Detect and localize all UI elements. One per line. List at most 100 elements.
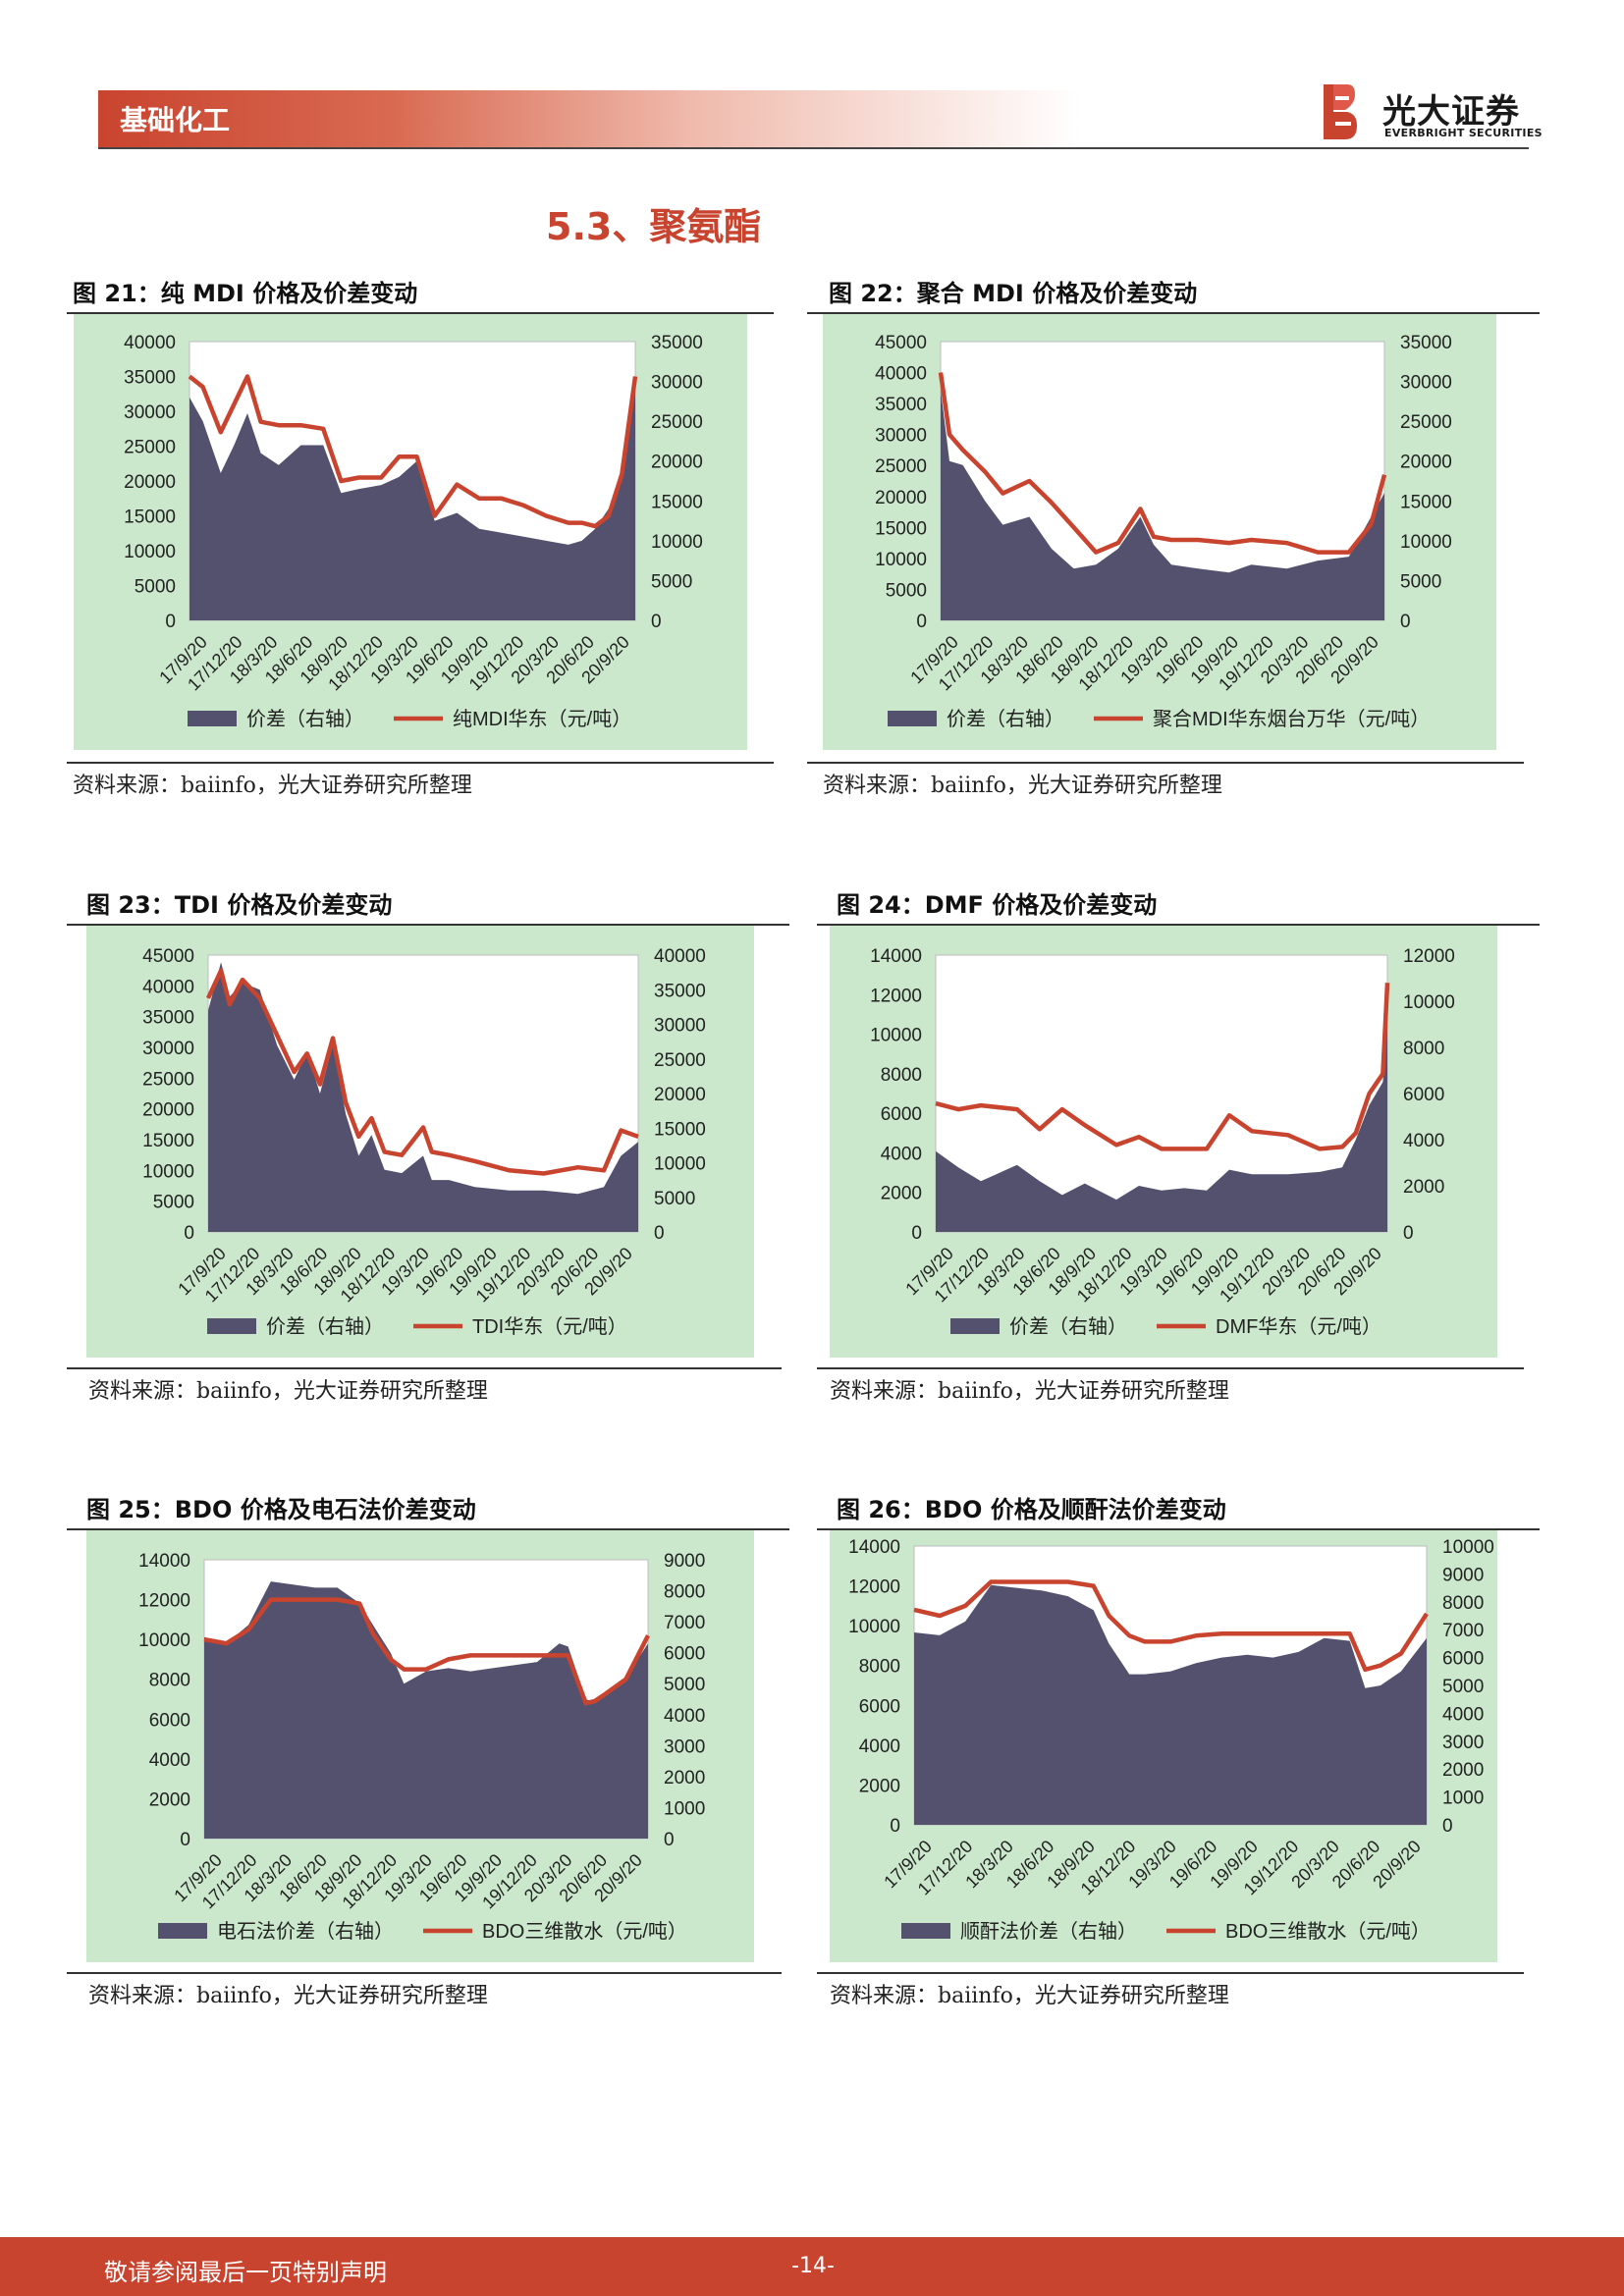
fig24-title: 图 24：DMF 价格及价差变动 [837,891,1158,919]
right-axis-tick: 5000 [1442,1677,1484,1697]
left-axis-tick: 0 [184,1223,194,1244]
fig24-source: 资料来源：baiinfo，光大证券研究所整理 [830,1379,1229,1404]
right-axis-tick: 20000 [654,1085,706,1105]
fig22-bottom-rule [807,762,1524,764]
right-axis-tick: 0 [651,612,662,632]
left-axis-tick: 30000 [142,1039,194,1059]
right-axis-tick: 15000 [654,1119,706,1140]
fig24-bottom-rule [817,1367,1524,1369]
left-axis-tick: 30000 [124,402,176,423]
legend-area-swatch [888,711,937,726]
right-axis-tick: 3000 [1442,1733,1484,1753]
right-axis-tick: 5000 [664,1675,705,1695]
right-axis-tick: 8000 [1403,1039,1444,1059]
right-axis-tick: 25000 [654,1050,706,1071]
footer-band [0,2237,1624,2296]
right-axis-tick: 10000 [1400,532,1452,553]
right-axis-tick: 15000 [1400,492,1452,512]
legend-area-swatch [901,1923,950,1939]
fig24-chart: 0 2000 4000 6000 8000 10000 12000 14000 0 2000 400… [870,946,1455,1338]
left-axis-tick: 25000 [142,1069,194,1090]
left-axis-tick: 45000 [142,946,194,967]
left-axis-tick: 8000 [859,1657,900,1678]
right-axis-tick: 20000 [1400,453,1452,473]
legend-area-label: 价差（右轴） [246,708,364,730]
left-axis-tick: 15000 [875,518,927,539]
left-axis-tick: 10000 [870,1026,922,1046]
legend: 价差（右轴） TDI华东（元/吨） [207,1315,627,1338]
right-axis-tick: 9000 [664,1551,705,1572]
left-axis-tick: 5000 [153,1193,194,1213]
left-axis-tick: 4000 [859,1736,900,1757]
left-axis-tick: 12000 [848,1577,900,1598]
price-line [913,1579,1429,1673]
left-axis-tick: 15000 [142,1131,194,1151]
fig22-chart: 0 5000 10000 15000 20000 25000 30000 35000 40000… [875,333,1452,730]
right-axis-tick: 6000 [664,1644,705,1665]
legend-area-label: 电石法价差（右轴） [217,1920,394,1943]
legend-area-swatch [207,1318,256,1334]
right-axis-tick: 35000 [1400,333,1452,353]
fig25-chart: 0 2000 4000 6000 8000 10000 12000 14000 0 1000 200… [138,1551,705,1943]
right-axis-tick: 0 [1403,1223,1414,1244]
left-axis-tick: 10000 [875,550,927,570]
fig26-chart: 0 2000 4000 6000 8000 10000 12000 14000 0 1000 200… [848,1537,1494,1943]
fig23-title: 图 23：TDI 价格及价差变动 [86,891,393,919]
left-axis-tick: 10000 [142,1161,194,1182]
fig25-top-rule [67,1528,789,1530]
legend-line-label: 纯MDI华东（元/吨） [453,708,631,730]
right-axis-tick: 2000 [664,1768,705,1789]
spread-area [941,389,1384,620]
fig23-panel: 0 5000 10000 15000 20000 25000 30000 35000 40000… [86,926,754,1358]
page-number: -14- [791,2254,835,2278]
left-axis-tick: 15000 [124,507,176,528]
right-axis-tick: 5000 [654,1189,695,1209]
legend-area-label: 价差（右轴） [1009,1315,1127,1338]
right-axis-tick: 3000 [664,1736,705,1757]
fig22-title: 图 22：聚合 MDI 价格及价差变动 [829,280,1198,307]
fig21-top-rule [67,312,774,314]
right-axis-tick: 2000 [1442,1760,1484,1781]
right-axis-tick: 2000 [1403,1177,1444,1198]
fig26-top-rule [817,1528,1540,1530]
left-axis-tick: 20000 [142,1100,194,1121]
fig24-top-rule [817,924,1540,926]
right-axis-tick: 10000 [1442,1537,1494,1558]
left-axis-tick: 20000 [124,472,176,493]
legend: 价差（右轴） 纯MDI华东（元/吨） [188,708,631,730]
right-axis-tick: 0 [654,1223,665,1244]
right-axis-tick: 40000 [654,946,706,967]
left-axis-tick: 0 [911,1223,922,1244]
left-axis-tick: 0 [890,1816,900,1837]
legend-area-label: 顺酐法价差（右轴） [960,1920,1137,1943]
right-axis-tick: 15000 [651,492,703,512]
left-axis-tick: 10000 [124,542,176,562]
left-axis-tick: 45000 [875,333,927,353]
right-axis-tick: 9000 [1442,1565,1484,1585]
left-axis-tick: 6000 [149,1710,190,1731]
right-axis-tick: 5000 [1400,571,1441,592]
right-axis-tick: 0 [1400,612,1411,632]
right-axis-tick: 30000 [1400,373,1452,394]
left-axis-tick: 12000 [870,986,922,1006]
right-axis-tick: 7000 [664,1613,705,1633]
fig26-source: 资料来源：baiinfo，光大证券研究所整理 [830,1984,1229,2008]
right-axis-tick: 25000 [651,412,703,433]
legend-line-label: BDO三维散水（元/吨） [1225,1920,1431,1943]
left-axis-tick: 2000 [881,1184,922,1204]
right-axis-tick: 0 [664,1830,675,1850]
footer-disclaimer: 敬请参阅最后一页特别声明 [104,2259,387,2286]
right-axis-tick: 0 [1442,1816,1453,1837]
left-axis-tick: 8000 [881,1065,922,1086]
right-axis-tick: 12000 [1403,946,1455,967]
legend-area-swatch [188,711,237,726]
legend: 电石法价差（右轴） BDO三维散水（元/吨） [158,1920,687,1943]
header-band [98,90,1080,147]
legend-line-label: DMF华东（元/吨） [1216,1315,1381,1338]
header-section-label: 基础化工 [120,104,231,136]
fig26-bottom-rule [817,1972,1524,1974]
fig23-source: 资料来源：baiinfo，光大证券研究所整理 [88,1379,488,1404]
legend-area-label: 价差（右轴） [266,1315,384,1338]
left-axis-tick: 2000 [149,1789,190,1810]
left-axis-tick: 20000 [875,488,927,508]
